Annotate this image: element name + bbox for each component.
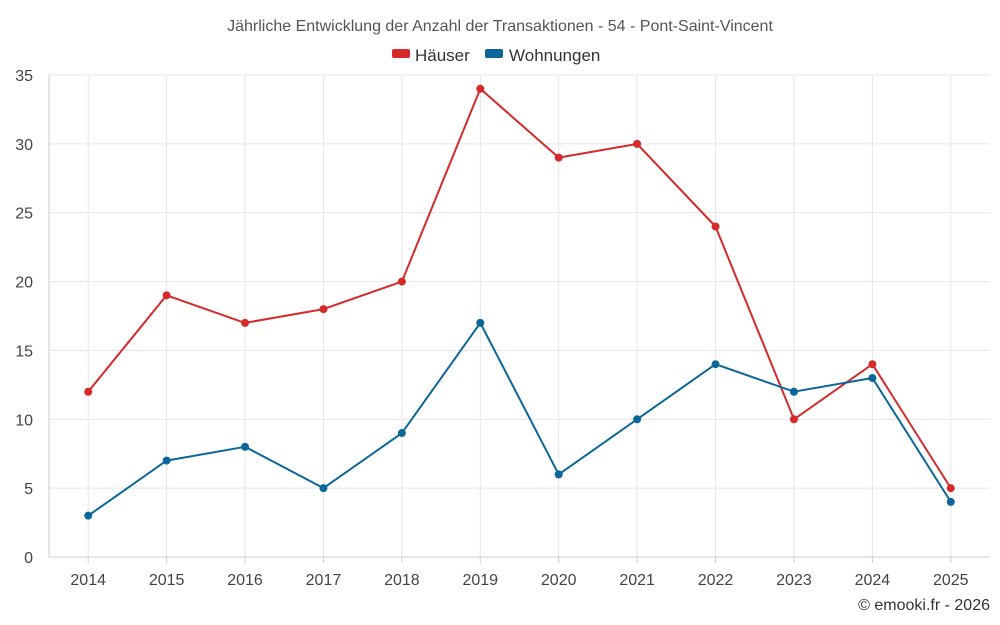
series-line (87, 87, 952, 489)
series-wohnungen (84, 318, 955, 520)
legend-label-wohnungen: Wohnungen (509, 46, 600, 65)
y-tick-label: 35 (15, 68, 33, 85)
data-point[interactable] (946, 484, 955, 493)
y-tick-label: 10 (15, 412, 33, 429)
x-axis: 2014 2015 2016 2017 2018 2019 2020 2021 2022 2023… (49, 556, 990, 589)
data-point[interactable] (241, 318, 250, 327)
x-tick-label: 2023 (776, 572, 812, 589)
x-tick-label: 2019 (462, 572, 498, 589)
y-tick-label: 0 (24, 550, 33, 567)
data-point[interactable] (162, 456, 171, 465)
data-point[interactable] (554, 470, 563, 479)
data-point[interactable] (84, 387, 93, 396)
data-point[interactable] (789, 387, 798, 396)
y-axis: 0 5 10 15 20 25 30 35 (15, 68, 50, 567)
legend-item-wohnungen[interactable]: Wohnungen (485, 46, 600, 65)
data-point[interactable] (241, 442, 250, 451)
x-tick-label: 2025 (933, 572, 969, 589)
y-tick-label: 15 (15, 343, 33, 360)
chart-title: Jährliche Entwicklung der Anzahl der Tra… (227, 18, 773, 35)
legend-swatch-wohnungen (485, 49, 503, 58)
x-tick-label: 2020 (541, 572, 577, 589)
data-point[interactable] (397, 429, 406, 438)
x-tick-label: 2018 (384, 572, 420, 589)
series-line (87, 321, 952, 517)
grid (49, 74, 990, 558)
legend-label-haeuser: Häuser (415, 46, 470, 65)
data-point[interactable] (711, 360, 720, 369)
data-point[interactable] (868, 360, 877, 369)
data-point[interactable] (476, 318, 485, 327)
y-tick-label: 20 (15, 275, 33, 292)
x-tick-label: 2015 (149, 572, 185, 589)
data-point[interactable] (711, 222, 720, 231)
series (84, 84, 955, 520)
data-point[interactable] (554, 153, 563, 162)
x-tick-label: 2022 (698, 572, 734, 589)
data-point[interactable] (946, 497, 955, 506)
x-tick-label: 2021 (619, 572, 655, 589)
data-point[interactable] (84, 511, 93, 520)
data-point[interactable] (397, 277, 406, 286)
data-point[interactable] (162, 291, 171, 300)
data-point[interactable] (633, 139, 642, 148)
legend: Häuser Wohnungen (392, 46, 600, 65)
x-tick-label: 2016 (227, 572, 263, 589)
y-tick-label: 25 (15, 206, 33, 223)
legend-swatch-haeuser (392, 49, 410, 58)
data-point[interactable] (319, 305, 328, 314)
y-tick-label: 30 (15, 137, 33, 154)
data-point[interactable] (476, 84, 485, 93)
series-haeuser (84, 84, 955, 493)
data-point[interactable] (319, 484, 328, 493)
data-point[interactable] (789, 415, 798, 424)
y-tick-label: 5 (24, 481, 33, 498)
legend-item-haeuser[interactable]: Häuser (392, 46, 470, 65)
x-tick-label: 2024 (855, 572, 891, 589)
data-point[interactable] (633, 415, 642, 424)
data-point[interactable] (868, 373, 877, 382)
x-tick-label: 2014 (70, 572, 106, 589)
x-tick-label: 2017 (306, 572, 342, 589)
credit-label: © emooki.fr - 2026 (858, 597, 990, 614)
